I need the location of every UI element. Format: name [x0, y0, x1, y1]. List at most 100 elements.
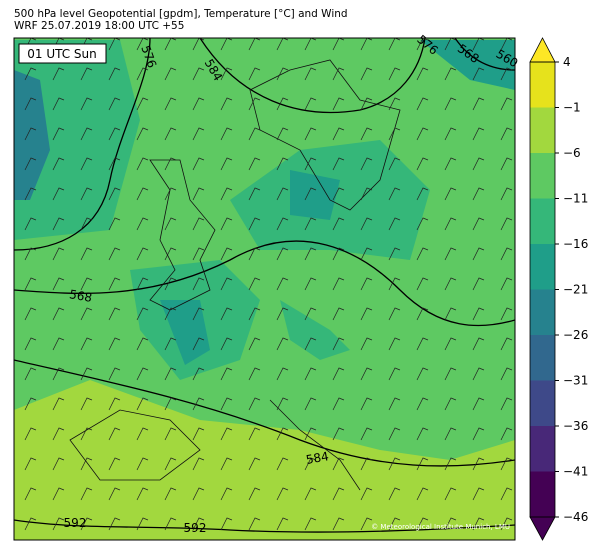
field — [420, 40, 515, 90]
wind-barb — [220, 97, 233, 111]
wind-barb — [444, 487, 457, 501]
wind-barb — [472, 157, 485, 171]
isohypses — [14, 38, 515, 533]
wind-barb — [248, 127, 261, 141]
wind-barb — [164, 367, 177, 381]
wind-barb — [360, 337, 373, 351]
wind-barb — [24, 127, 37, 141]
wind-barb — [220, 337, 233, 351]
wind-barb — [500, 67, 513, 81]
wind-barb — [276, 97, 289, 111]
wind-barb — [416, 457, 429, 471]
field — [160, 300, 210, 365]
wind-barb — [164, 157, 177, 171]
wind-barb — [192, 337, 205, 351]
wind-barb — [80, 187, 93, 201]
colorbar-tick-label: −31 — [563, 374, 588, 388]
wind-barb — [220, 127, 233, 141]
wind-barb — [500, 487, 513, 501]
wind-barb — [304, 127, 317, 141]
wind-barb — [332, 337, 345, 351]
colorbar-tick-label: −11 — [563, 192, 588, 206]
wind-barb — [332, 247, 345, 261]
wind-barb — [248, 487, 261, 501]
wind-barb — [444, 247, 457, 261]
field — [14, 380, 515, 540]
wind-barb — [80, 247, 93, 261]
wind-barb — [388, 517, 401, 531]
wind-barb — [136, 337, 149, 351]
wind-barb — [332, 38, 345, 51]
wind-barb — [416, 127, 429, 141]
field — [14, 70, 50, 200]
colorbar-extend — [529, 516, 556, 541]
wind-barb — [276, 38, 289, 51]
wind-barb — [52, 307, 65, 321]
wind-barb — [136, 397, 149, 411]
wind-barb — [304, 187, 317, 201]
map — [14, 38, 515, 540]
wind-barb — [304, 67, 317, 81]
wind-barb — [500, 127, 513, 141]
field — [280, 300, 350, 360]
wind-barb — [500, 217, 513, 231]
map-frame — [13, 37, 516, 541]
wind-barb — [248, 427, 261, 441]
wind-barb — [136, 97, 149, 111]
wind-barb — [388, 277, 401, 291]
colorbar-segment — [530, 380, 555, 426]
wind-barb — [500, 307, 513, 321]
wind-barb — [416, 217, 429, 231]
wind-barb — [332, 307, 345, 321]
wind-barb — [52, 247, 65, 261]
wind-barb — [332, 427, 345, 441]
wind-barb — [192, 157, 205, 171]
wind-barb — [360, 247, 373, 261]
wind-barb — [360, 97, 373, 111]
wind-barb — [164, 457, 177, 471]
wind-barb — [108, 277, 121, 291]
wind-barb — [304, 38, 317, 51]
wind-barb — [192, 517, 205, 531]
wind-barb — [108, 187, 121, 201]
wind-barb — [472, 337, 485, 351]
wind-barb — [248, 187, 261, 201]
wind-barb — [24, 157, 37, 171]
wind-barb — [52, 67, 65, 81]
wind-barb — [388, 307, 401, 321]
wind-barb — [108, 127, 121, 141]
wind-barb — [192, 397, 205, 411]
wind-barb — [472, 517, 485, 531]
wind-barb — [388, 127, 401, 141]
wind-barb — [24, 307, 37, 321]
wind-barb — [416, 367, 429, 381]
colorbar-segment — [530, 471, 555, 517]
wind-barb — [276, 187, 289, 201]
wind-barb — [388, 367, 401, 381]
wind-barb — [24, 487, 37, 501]
wind-barb — [248, 217, 261, 231]
wind-barb — [108, 157, 121, 171]
wind-barb — [304, 277, 317, 291]
wind-barb — [136, 247, 149, 261]
wind-barb — [360, 307, 373, 321]
wind-barb — [52, 457, 65, 471]
wind-barb — [360, 127, 373, 141]
wind-barb — [416, 277, 429, 291]
contour-label: 592 — [184, 521, 207, 535]
wind-barb — [108, 367, 121, 381]
copyright: © Meteorological Institute Munich, LMU — [371, 523, 510, 531]
wind-barb — [388, 487, 401, 501]
wind-barb — [80, 67, 93, 81]
wind-barb — [80, 97, 93, 111]
wind-barb — [52, 487, 65, 501]
wind-barb — [444, 337, 457, 351]
wind-barb — [304, 307, 317, 321]
wind-barb — [136, 67, 149, 81]
wind-barb — [52, 517, 65, 531]
wind-barb — [500, 337, 513, 351]
wind-barb — [52, 277, 65, 291]
wind-barb — [332, 187, 345, 201]
wind-barb — [52, 337, 65, 351]
